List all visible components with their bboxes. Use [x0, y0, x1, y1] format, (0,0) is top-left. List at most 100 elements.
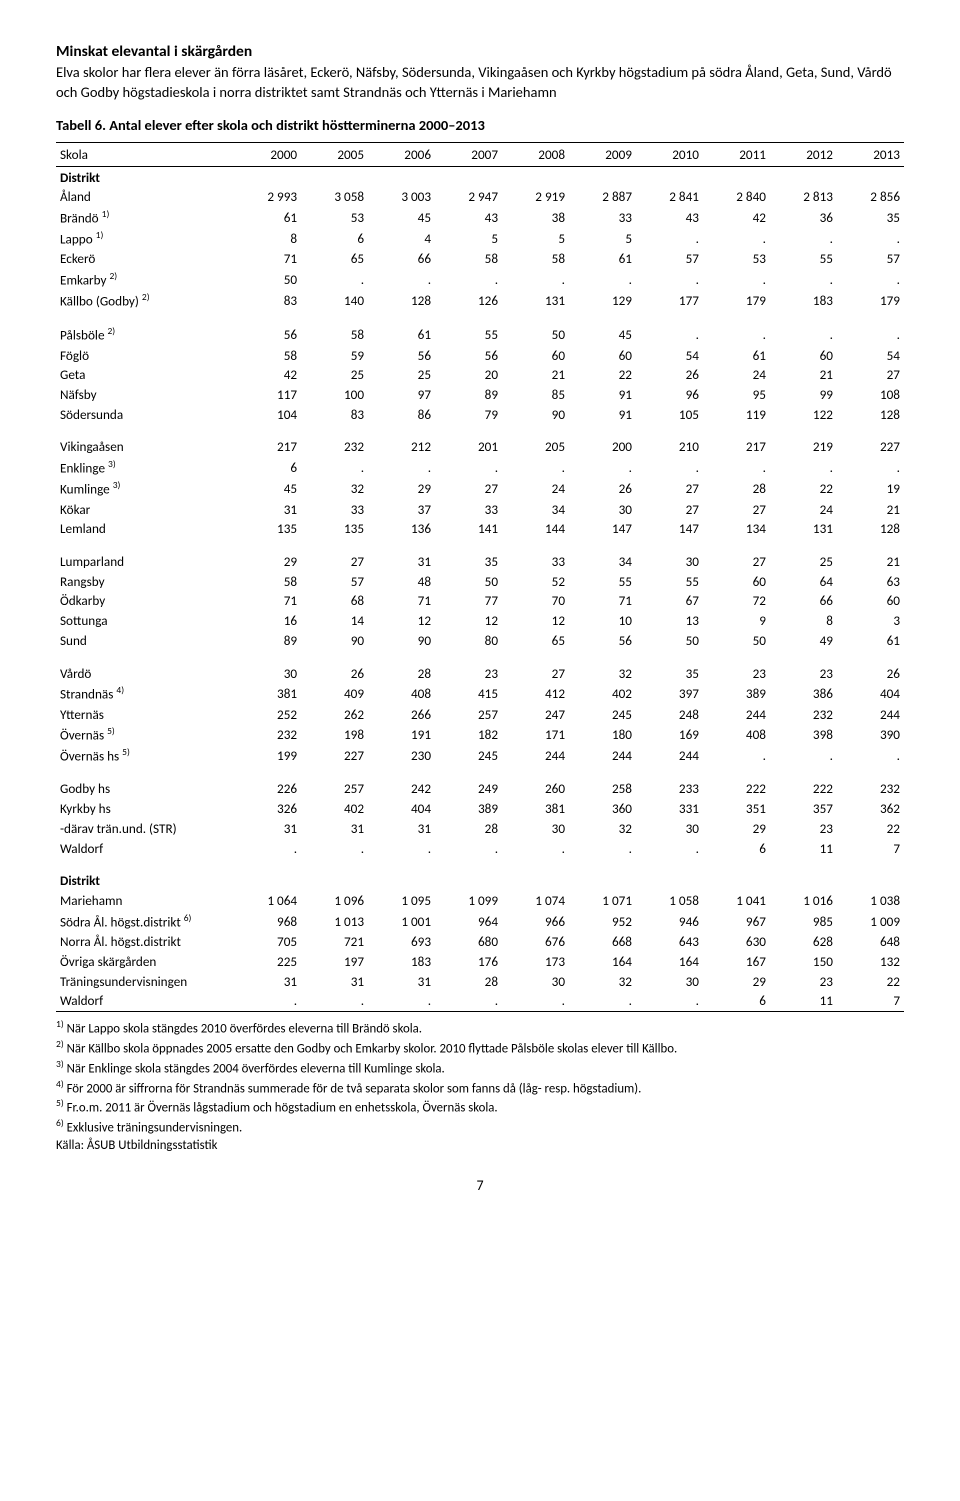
cell-value: 1 099: [435, 891, 502, 911]
cell-value: 398: [770, 724, 837, 745]
cell-value: 7: [837, 838, 904, 858]
cell-value: 164: [569, 951, 636, 971]
cell-value: 21: [770, 365, 837, 385]
cell-value: 36: [770, 207, 837, 228]
cell-value: .: [569, 838, 636, 858]
cell-value: 12: [502, 611, 569, 631]
cell-value: .: [502, 457, 569, 478]
cell-value: 171: [502, 724, 569, 745]
cell-value: 183: [368, 951, 435, 971]
cell-value: 131: [502, 290, 569, 311]
cell-value: 985: [770, 911, 837, 932]
cell-value: 2 947: [435, 187, 502, 207]
row-label: Sottunga: [56, 611, 234, 631]
cell-value: 205: [502, 437, 569, 457]
cell-value: 19: [837, 478, 904, 499]
cell-value: 22: [569, 365, 636, 385]
cell-value: 31: [301, 819, 368, 839]
cell-value: 968: [234, 911, 301, 932]
cell-value: 233: [636, 779, 703, 799]
cell-value: .: [502, 269, 569, 290]
table-row: Geta42252520212226242127: [56, 365, 904, 385]
cell-value: .: [636, 457, 703, 478]
cell-value: 22: [770, 478, 837, 499]
cell-value: 91: [569, 385, 636, 405]
cell-value: .: [703, 228, 770, 249]
cell-value: 97: [368, 385, 435, 405]
row-label: Godby hs: [56, 779, 234, 799]
cell-value: 966: [502, 911, 569, 932]
cell-value: 53: [703, 249, 770, 269]
row-label: Ödkarby: [56, 591, 234, 611]
cell-value: .: [368, 457, 435, 478]
cell-value: 415: [435, 683, 502, 704]
cell-value: 244: [569, 745, 636, 766]
cell-value: 33: [435, 499, 502, 519]
cell-value: 37: [368, 499, 435, 519]
cell-value: 79: [435, 404, 502, 424]
footnotes: 1) När Lappo skola stängdes 2010 överför…: [56, 1018, 904, 1155]
row-label: -därav trän.und. (STR): [56, 819, 234, 839]
cell-value: 60: [703, 571, 770, 591]
cell-value: 131: [770, 519, 837, 539]
cell-value: 946: [636, 911, 703, 932]
cell-value: .: [703, 324, 770, 345]
cell-value: 64: [770, 571, 837, 591]
cell-value: 964: [435, 911, 502, 932]
table-row: Träningsundervisningen313131283032302923…: [56, 971, 904, 991]
row-label: Vikingaåsen: [56, 437, 234, 457]
cell-value: .: [569, 269, 636, 290]
cell-value: 389: [703, 683, 770, 704]
cell-value: 91: [569, 404, 636, 424]
cell-value: 58: [234, 571, 301, 591]
cell-value: 28: [435, 819, 502, 839]
cell-value: 28: [703, 478, 770, 499]
cell-value: 22: [837, 971, 904, 991]
cell-value: 10: [569, 611, 636, 631]
footnote: 2) När Källbo skola öppnades 2005 ersatt…: [56, 1038, 904, 1058]
cell-value: 25: [301, 365, 368, 385]
cell-value: 128: [837, 404, 904, 424]
cell-value: 31: [234, 971, 301, 991]
table-row: Eckerö71656658586157535557: [56, 249, 904, 269]
table-row: Lumparland29273135333430272521: [56, 551, 904, 571]
cell-value: 2 856: [837, 187, 904, 207]
col-header-year: 2012: [770, 143, 837, 167]
row-label: Övriga skärgården: [56, 951, 234, 971]
source-line: Källa: ÅSUB Utbildningsstatistik: [56, 1137, 904, 1155]
cell-value: 99: [770, 385, 837, 405]
cell-value: 56: [234, 324, 301, 345]
cell-value: 967: [703, 911, 770, 932]
section-label-row: Distrikt: [56, 871, 904, 891]
cell-value: 150: [770, 951, 837, 971]
cell-value: 4: [368, 228, 435, 249]
cell-value: 7: [837, 991, 904, 1011]
page-title: Minskat elevantal i skärgården: [56, 42, 904, 61]
cell-value: .: [569, 457, 636, 478]
cell-value: 23: [770, 819, 837, 839]
cell-value: 680: [435, 932, 502, 952]
cell-value: 389: [435, 799, 502, 819]
cell-value: 55: [435, 324, 502, 345]
cell-value: .: [502, 991, 569, 1011]
cell-value: 57: [301, 571, 368, 591]
cell-value: 108: [837, 385, 904, 405]
col-header-year: 2008: [502, 143, 569, 167]
cell-value: 266: [368, 704, 435, 724]
cell-value: .: [636, 991, 703, 1011]
cell-value: 226: [234, 779, 301, 799]
cell-value: 83: [234, 290, 301, 311]
cell-value: 71: [234, 249, 301, 269]
cell-value: 50: [636, 631, 703, 651]
cell-value: 232: [770, 704, 837, 724]
cell-value: 23: [703, 663, 770, 683]
cell-value: 141: [435, 519, 502, 539]
spacer-row: [56, 766, 904, 779]
cell-value: 201: [435, 437, 502, 457]
cell-value: 14: [301, 611, 368, 631]
cell-value: 402: [569, 683, 636, 704]
cell-value: 357: [770, 799, 837, 819]
cell-value: 27: [636, 478, 703, 499]
cell-value: .: [301, 269, 368, 290]
cell-value: .: [837, 228, 904, 249]
